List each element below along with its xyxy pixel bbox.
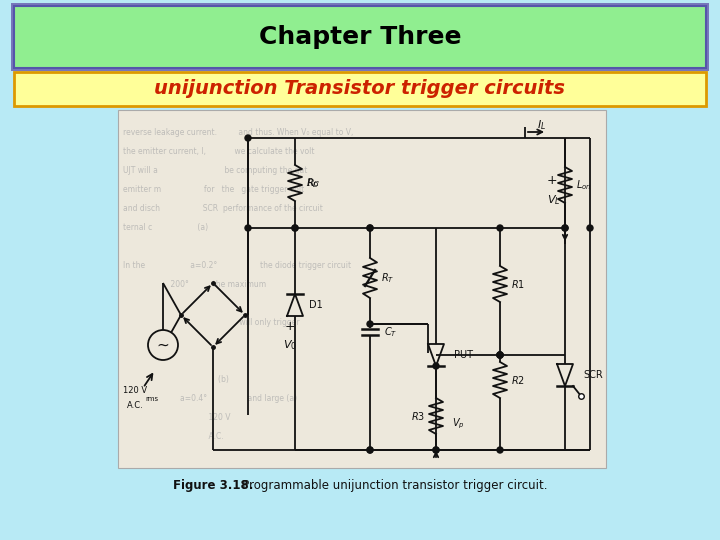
Text: SCR: SCR [583,370,603,380]
Text: Figure 3.18.: Figure 3.18. [173,480,253,492]
Text: A.C.: A.C. [123,432,224,441]
Text: 120 V: 120 V [123,413,230,422]
Text: $I_L$: $I_L$ [537,118,546,132]
Text: $R_T$: $R_T$ [381,271,395,285]
Circle shape [433,363,439,369]
Circle shape [367,447,373,453]
Text: rms: rms [145,396,158,402]
Circle shape [367,225,373,231]
Bar [11,3,709,71]
Text: the emitter current, I,            we calculate the volt: the emitter current, I, we calculate the… [123,147,315,156]
Text: (b): (b) [123,375,229,384]
Circle shape [562,225,568,231]
Text: unijunction Transistor trigger circuits: unijunction Transistor trigger circuits [155,79,565,98]
Circle shape [245,225,251,231]
Text: reverse leakage current.         and thus. When V₀ equal to V,: reverse leakage current. and thus. When … [123,128,354,137]
Circle shape [433,447,439,453]
Text: In the                   a=0.2°                  the diode trigger circuit: In the a=0.2° the diode trigger circuit [123,261,351,270]
Circle shape [587,225,593,231]
Circle shape [497,352,503,358]
Text: $R_D$: $R_D$ [306,176,320,190]
Text: UJT will a                            be computing the gat: UJT will a be computing the gat [123,166,307,175]
Text: $L_{on}$: $L_{on}$ [576,178,591,192]
Text: D1: D1 [309,300,323,310]
Text: Programmable unijunction transistor trigger circuit.: Programmable unijunction transistor trig… [231,480,547,492]
Text: 120 V: 120 V [123,386,147,395]
Text: $R2$: $R2$ [511,374,525,386]
Circle shape [497,352,503,358]
Text: ~: ~ [157,338,169,353]
Text: $V_0$: $V_0$ [283,338,297,352]
Circle shape [497,225,503,231]
Text: a=0.4°                 and large (a): a=0.4° and large (a) [123,394,297,403]
Bar [14,72,706,106]
Text: $R1$: $R1$ [511,278,525,290]
Text: PUT: PUT [454,350,473,360]
Text: 200°          the maximum: 200° the maximum [123,280,266,289]
Circle shape [367,225,373,231]
Circle shape [367,447,373,453]
Text: will only trigger: will only trigger [123,318,300,327]
Text: +: + [547,173,557,186]
Circle shape [497,447,503,453]
Circle shape [497,352,503,358]
Text: ternal c                   (a): ternal c (a) [123,223,208,232]
Text: $R3$: $R3$ [411,410,425,422]
Text: $V_L$: $V_L$ [547,193,560,207]
Text: A.C.: A.C. [127,401,143,410]
Circle shape [245,135,251,141]
Text: emitter m                  for   the   gate trigger volt: emitter m for the gate trigger volt [123,185,305,194]
Circle shape [433,447,439,453]
Text: $V_p$: $V_p$ [452,417,464,431]
Circle shape [148,330,178,360]
Text: Rᴄ: Rᴄ [306,179,319,187]
Circle shape [562,225,568,231]
Text: Chapter Three: Chapter Three [258,25,462,49]
Circle shape [497,352,503,358]
Text: $C_T$: $C_T$ [384,325,397,339]
Text: +: + [284,321,295,334]
Bar [14,6,706,68]
Bar [118,110,606,468]
Circle shape [292,225,298,231]
Circle shape [367,321,373,327]
Text: and disch                  SCR  performance of the circuit: and disch SCR performance of the circuit [123,204,323,213]
Circle shape [292,225,298,231]
